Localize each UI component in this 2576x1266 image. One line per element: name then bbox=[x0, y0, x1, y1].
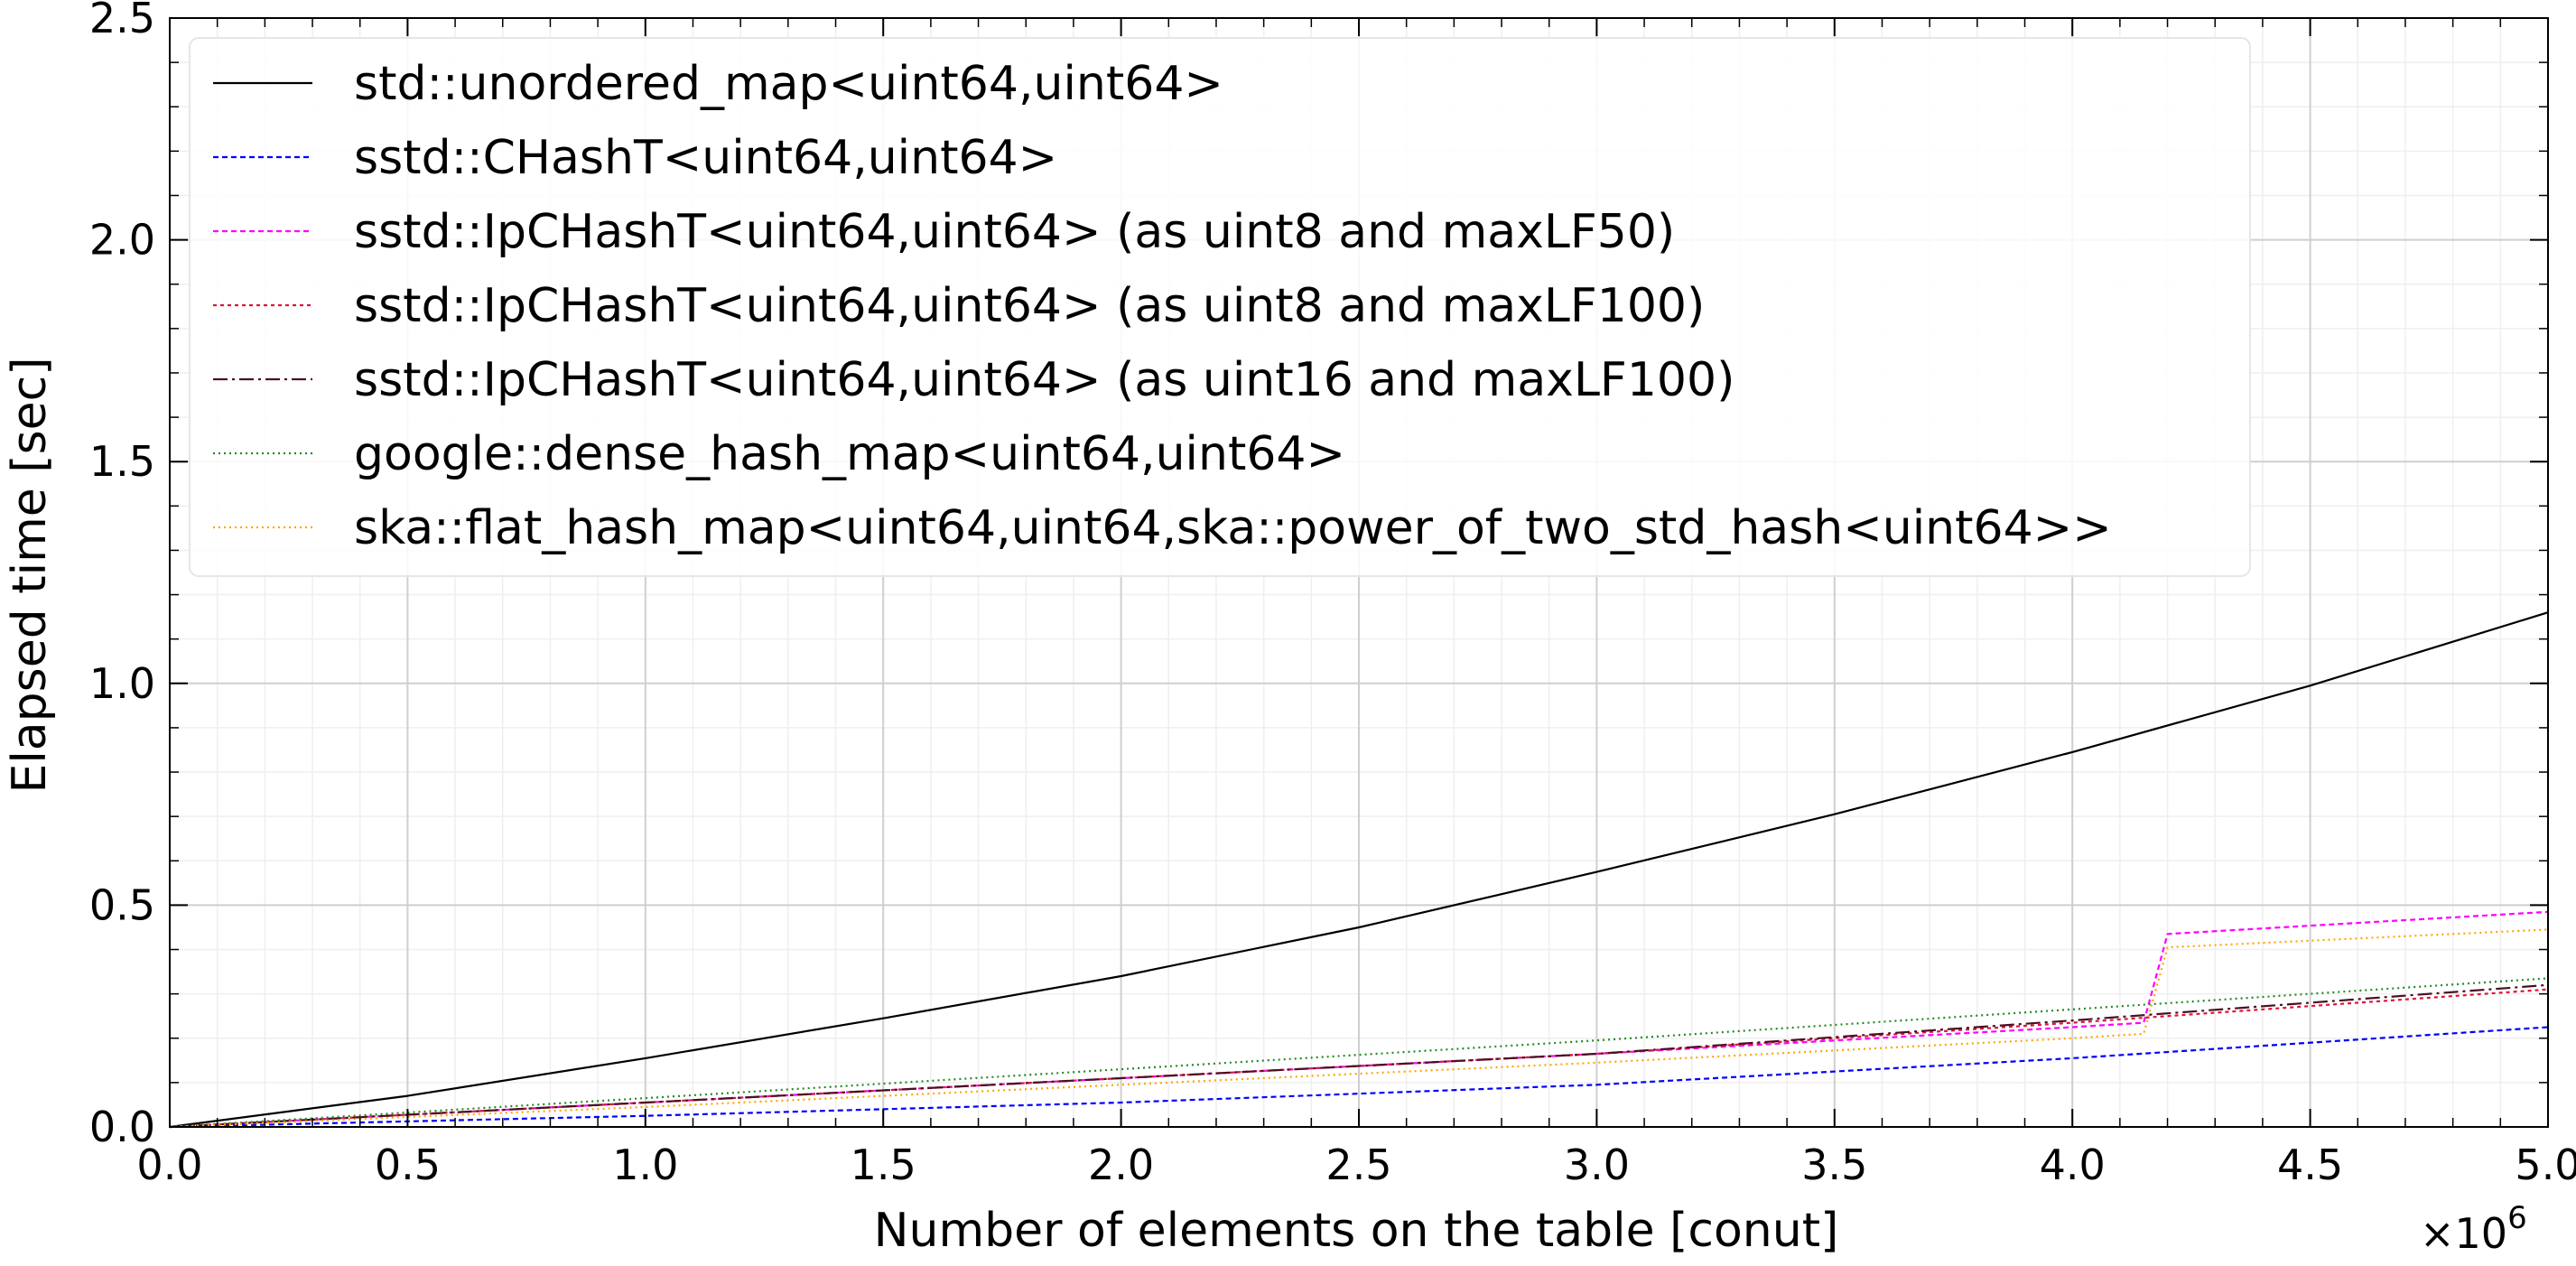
series-line-5 bbox=[169, 983, 2549, 1129]
series-layer bbox=[169, 611, 2549, 1129]
x-tick-label: 1.0 bbox=[612, 1140, 678, 1189]
series-line-1 bbox=[169, 611, 2549, 1129]
x-tick-label: 2.5 bbox=[1325, 1140, 1391, 1189]
y-tick-label: 2.0 bbox=[89, 216, 155, 265]
legend-items: std::unordered_map<uint64,uint64>sstd::C… bbox=[213, 57, 2112, 555]
y-tick-label: 2.5 bbox=[89, 0, 155, 42]
x-tick-label: 4.5 bbox=[2277, 1140, 2343, 1189]
legend-frame bbox=[189, 37, 2251, 577]
legend: std::unordered_map<uint64,uint64>sstd::C… bbox=[189, 37, 2251, 577]
legend-label-6: google::dense_hash_map<uint64,uint64> bbox=[354, 427, 1345, 481]
legend-label-2: sstd::CHashT<uint64,uint64> bbox=[354, 131, 1057, 185]
x-tick-label: 0.5 bbox=[375, 1140, 441, 1189]
x-tick-label: 2.0 bbox=[1088, 1140, 1154, 1189]
tick-labels: 0.0 0.5 1.0 1.5 2.0 2.5 3.0 3.5 4.0 4.5 5.0 0.0 0.5 1… bbox=[89, 0, 2576, 1189]
x-axis-label: Number of elements on the table [conut] bbox=[874, 1204, 1839, 1258]
x-tick-label: 1.5 bbox=[851, 1140, 916, 1189]
x-tick-label: 0.0 bbox=[136, 1140, 202, 1189]
y-tick-label: 0.0 bbox=[89, 1103, 155, 1151]
x-axis-multiplier-base: ×10 bbox=[2420, 1209, 2507, 1258]
x-tick-label: 3.5 bbox=[1801, 1140, 1867, 1189]
legend-label-3: sstd::IpCHashT<uint64,uint64> (as uint8 … bbox=[354, 205, 1675, 259]
legend-label-5: sstd::IpCHashT<uint64,uint64> (as uint16… bbox=[354, 353, 1734, 407]
legend-label-1: std::unordered_map<uint64,uint64> bbox=[354, 57, 1223, 111]
x-tick-label: 3.0 bbox=[1564, 1140, 1630, 1189]
x-tick-label: 4.0 bbox=[2040, 1140, 2106, 1189]
legend-label-7: ska::flat_hash_map<uint64,uint64,ska::po… bbox=[354, 501, 2112, 555]
x-axis-multiplier-exponent: 6 bbox=[2507, 1200, 2527, 1236]
y-axis-label: Elapsed time [sec] bbox=[3, 357, 57, 793]
legend-label-4: sstd::IpCHashT<uint64,uint64> (as uint8 … bbox=[354, 279, 1705, 333]
x-axis-multiplier: ×106 bbox=[2420, 1200, 2527, 1258]
y-tick-label: 0.5 bbox=[89, 880, 155, 929]
x-tick-label: 5.0 bbox=[2515, 1140, 2576, 1189]
y-tick-label: 1.0 bbox=[89, 659, 155, 708]
y-tick-label: 1.5 bbox=[89, 437, 155, 486]
tick-marks bbox=[169, 17, 2549, 1128]
series-line-6 bbox=[169, 977, 2549, 1129]
